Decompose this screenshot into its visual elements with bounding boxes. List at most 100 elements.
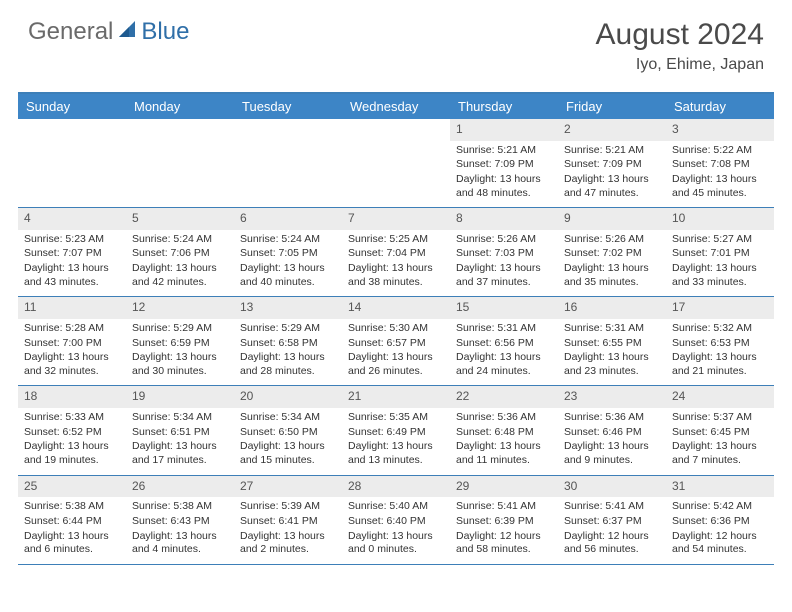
day-cell: 15Sunrise: 5:31 AMSunset: 6:56 PMDayligh… [450, 297, 558, 385]
dow-tuesday: Tuesday [234, 94, 342, 119]
sunrise-text: Sunrise: 5:29 AM [132, 322, 228, 336]
sunrise-text: Sunrise: 5:24 AM [132, 233, 228, 247]
sunrise-text: Sunrise: 5:34 AM [132, 411, 228, 425]
sunrise-text: Sunrise: 5:26 AM [456, 233, 552, 247]
daylight-text: Daylight: 13 hours and 30 minutes. [132, 351, 228, 378]
day-cell: 20Sunrise: 5:34 AMSunset: 6:50 PMDayligh… [234, 386, 342, 474]
daylight-text: Daylight: 13 hours and 4 minutes. [132, 530, 228, 557]
day-cell [342, 119, 450, 207]
day-cell: 5Sunrise: 5:24 AMSunset: 7:06 PMDaylight… [126, 208, 234, 296]
day-number: 8 [450, 208, 558, 230]
day-number: 30 [558, 476, 666, 498]
day-number: 5 [126, 208, 234, 230]
day-number [234, 119, 342, 125]
logo-text-blue: Blue [141, 18, 189, 46]
daylight-text: Daylight: 13 hours and 17 minutes. [132, 440, 228, 467]
day-cell: 14Sunrise: 5:30 AMSunset: 6:57 PMDayligh… [342, 297, 450, 385]
day-number: 10 [666, 208, 774, 230]
day-number: 18 [18, 386, 126, 408]
daylight-text: Daylight: 13 hours and 13 minutes. [348, 440, 444, 467]
day-number: 17 [666, 297, 774, 319]
daylight-text: Daylight: 12 hours and 58 minutes. [456, 530, 552, 557]
daylight-text: Daylight: 13 hours and 47 minutes. [564, 173, 660, 200]
day-number: 25 [18, 476, 126, 498]
day-cell: 4Sunrise: 5:23 AMSunset: 7:07 PMDaylight… [18, 208, 126, 296]
day-number: 3 [666, 119, 774, 141]
dow-row: Sunday Monday Tuesday Wednesday Thursday… [18, 94, 774, 119]
daylight-text: Daylight: 13 hours and 43 minutes. [24, 262, 120, 289]
sunset-text: Sunset: 6:41 PM [240, 515, 336, 529]
day-number: 1 [450, 119, 558, 141]
day-number: 12 [126, 297, 234, 319]
daylight-text: Daylight: 13 hours and 21 minutes. [672, 351, 768, 378]
sunrise-text: Sunrise: 5:42 AM [672, 500, 768, 514]
sunrise-text: Sunrise: 5:21 AM [456, 144, 552, 158]
sunset-text: Sunset: 6:53 PM [672, 337, 768, 351]
dow-sunday: Sunday [18, 94, 126, 119]
sunset-text: Sunset: 6:51 PM [132, 426, 228, 440]
dow-wednesday: Wednesday [342, 94, 450, 119]
day-number: 15 [450, 297, 558, 319]
day-number: 24 [666, 386, 774, 408]
daylight-text: Daylight: 13 hours and 24 minutes. [456, 351, 552, 378]
daylight-text: Daylight: 13 hours and 6 minutes. [24, 530, 120, 557]
sunset-text: Sunset: 7:03 PM [456, 247, 552, 261]
sunset-text: Sunset: 7:00 PM [24, 337, 120, 351]
daylight-text: Daylight: 12 hours and 54 minutes. [672, 530, 768, 557]
sunset-text: Sunset: 6:43 PM [132, 515, 228, 529]
day-number: 14 [342, 297, 450, 319]
sunrise-text: Sunrise: 5:26 AM [564, 233, 660, 247]
week-row: 4Sunrise: 5:23 AMSunset: 7:07 PMDaylight… [18, 208, 774, 297]
day-cell: 8Sunrise: 5:26 AMSunset: 7:03 PMDaylight… [450, 208, 558, 296]
dow-saturday: Saturday [666, 94, 774, 119]
week-row: 25Sunrise: 5:38 AMSunset: 6:44 PMDayligh… [18, 476, 774, 565]
day-number: 16 [558, 297, 666, 319]
daylight-text: Daylight: 13 hours and 23 minutes. [564, 351, 660, 378]
sunset-text: Sunset: 7:06 PM [132, 247, 228, 261]
daylight-text: Daylight: 13 hours and 28 minutes. [240, 351, 336, 378]
day-cell [234, 119, 342, 207]
day-cell: 1 Sunrise: 5:21 AMSunset: 7:09 PMDaylight… [450, 119, 558, 207]
day-number: 28 [342, 476, 450, 498]
sunset-text: Sunset: 6:44 PM [24, 515, 120, 529]
sunrise-text: Sunrise: 5:34 AM [240, 411, 336, 425]
sunrise-text: Sunrise: 5:41 AM [564, 500, 660, 514]
day-cell: 28Sunrise: 5:40 AMSunset: 6:40 PMDayligh… [342, 476, 450, 564]
day-cell: 24Sunrise: 5:37 AMSunset: 6:45 PMDayligh… [666, 386, 774, 474]
day-cell: 23Sunrise: 5:36 AMSunset: 6:46 PMDayligh… [558, 386, 666, 474]
day-number [126, 119, 234, 125]
day-cell [18, 119, 126, 207]
sunset-text: Sunset: 6:39 PM [456, 515, 552, 529]
daylight-text: Daylight: 13 hours and 33 minutes. [672, 262, 768, 289]
day-number: 11 [18, 297, 126, 319]
day-cell [126, 119, 234, 207]
sunset-text: Sunset: 7:09 PM [456, 158, 552, 172]
day-cell: 17 Sunrise: 5:32 AMSunset: 6:53 PMDayligh… [666, 297, 774, 385]
day-number: 2 [558, 119, 666, 141]
sunrise-text: Sunrise: 5:24 AM [240, 233, 336, 247]
sunrise-text: Sunrise: 5:32 AM [672, 322, 768, 336]
sunrise-text: Sunrise: 5:35 AM [348, 411, 444, 425]
sunset-text: Sunset: 6:57 PM [348, 337, 444, 351]
day-number: 7 [342, 208, 450, 230]
sunrise-text: Sunrise: 5:33 AM [24, 411, 120, 425]
sunset-text: Sunset: 6:37 PM [564, 515, 660, 529]
day-cell: 9Sunrise: 5:26 AMSunset: 7:02 PMDaylight… [558, 208, 666, 296]
day-cell: 16Sunrise: 5:31 AMSunset: 6:55 PMDayligh… [558, 297, 666, 385]
day-cell: 10Sunrise: 5:27 AMSunset: 7:01 PMDayligh… [666, 208, 774, 296]
sunrise-text: Sunrise: 5:22 AM [672, 144, 768, 158]
day-number [18, 119, 126, 125]
day-number: 31 [666, 476, 774, 498]
daylight-text: Daylight: 13 hours and 2 minutes. [240, 530, 336, 557]
sunset-text: Sunset: 7:02 PM [564, 247, 660, 261]
day-cell: 18Sunrise: 5:33 AMSunset: 6:52 PMDayligh… [18, 386, 126, 474]
day-cell: 7Sunrise: 5:25 AMSunset: 7:04 PMDaylight… [342, 208, 450, 296]
logo-sail-icon [117, 19, 139, 46]
month-title: August 2024 [596, 18, 764, 52]
day-number: 13 [234, 297, 342, 319]
day-cell: 12Sunrise: 5:29 AMSunset: 6:59 PMDayligh… [126, 297, 234, 385]
day-number: 21 [342, 386, 450, 408]
day-cell: 31Sunrise: 5:42 AMSunset: 6:36 PMDayligh… [666, 476, 774, 564]
day-cell: 19Sunrise: 5:34 AMSunset: 6:51 PMDayligh… [126, 386, 234, 474]
daylight-text: Daylight: 13 hours and 48 minutes. [456, 173, 552, 200]
